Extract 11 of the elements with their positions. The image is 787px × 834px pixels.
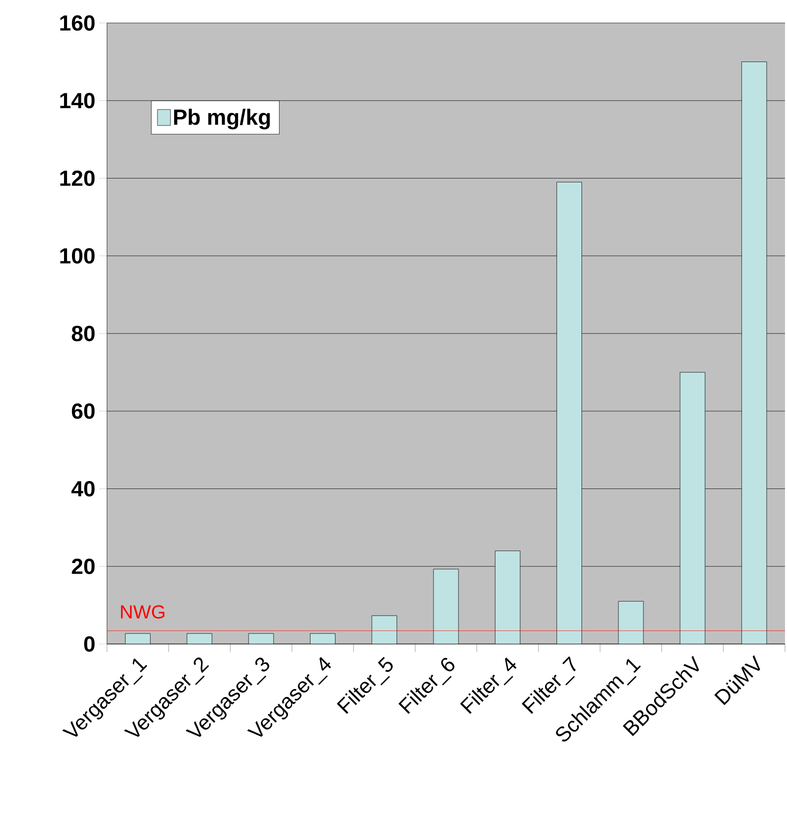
y-tick-label: 0 bbox=[84, 636, 95, 652]
y-tick-label: 100 bbox=[60, 248, 95, 264]
y-tick-label: 40 bbox=[71, 480, 95, 497]
y-tick-label: 20 bbox=[72, 558, 95, 574]
y-tick-label: 160 bbox=[60, 15, 95, 31]
ref-line-label: NWG bbox=[121, 605, 164, 619]
y-tick-label: 60 bbox=[72, 403, 95, 419]
legend-label: Pb mg/kg bbox=[174, 108, 270, 130]
y-tick-label: 80 bbox=[72, 326, 95, 342]
y-tick-label: 140 bbox=[60, 92, 95, 108]
y-tick-label: 120 bbox=[60, 170, 95, 186]
